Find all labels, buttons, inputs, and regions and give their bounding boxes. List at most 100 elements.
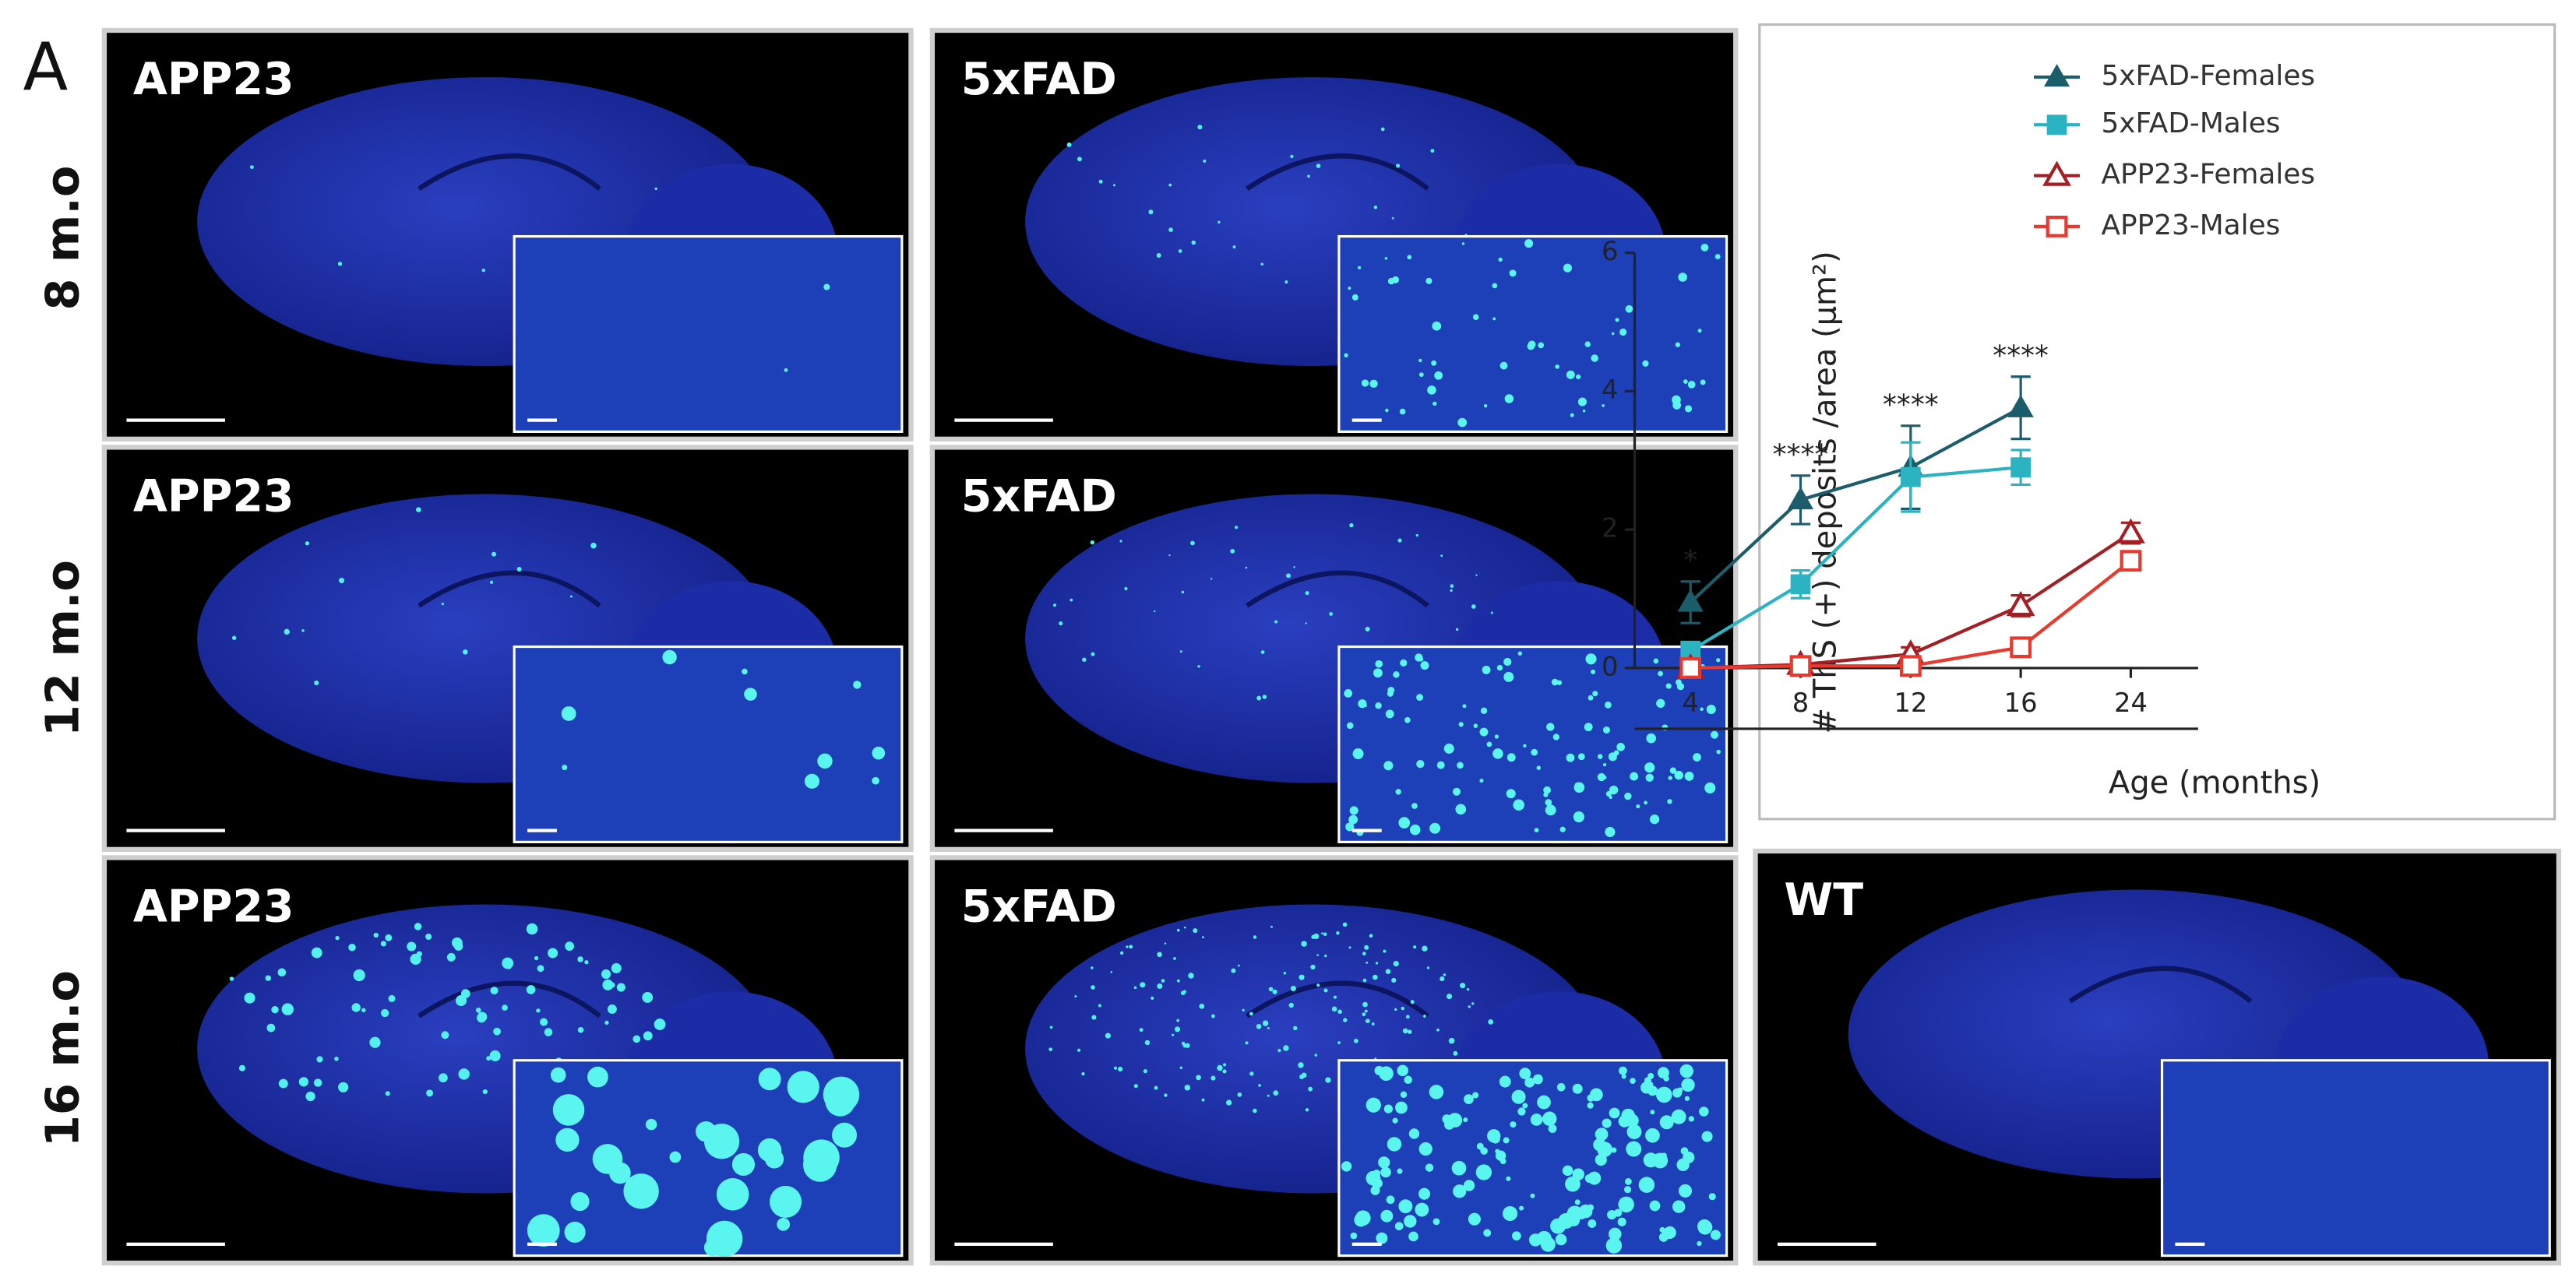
inset-plaque: [1479, 778, 1484, 783]
inset-plaque: [1387, 277, 1395, 285]
inset-plaque: [1623, 1186, 1632, 1194]
plaque: [1126, 945, 1129, 948]
inset-plaque: [1472, 1092, 1479, 1099]
inset-plaque: [1492, 283, 1498, 289]
plaque: [1413, 945, 1417, 949]
plaque: [1270, 925, 1273, 928]
plaque: [314, 680, 319, 686]
inset-plaque: [1348, 814, 1358, 825]
inset-plaque: [1350, 1232, 1358, 1240]
inset-plaque: [1346, 722, 1354, 730]
inset-plaque: [1416, 694, 1424, 702]
x-tick-label: 12: [1894, 688, 1927, 718]
plaque: [1272, 989, 1277, 994]
plaque: [1253, 935, 1257, 939]
plaque: [493, 1027, 501, 1036]
plaque: [1447, 994, 1453, 1000]
inset-plaque: [1585, 653, 1597, 665]
plaque: [1203, 159, 1207, 163]
plaque: [1133, 1084, 1138, 1089]
inset-plaque: [1400, 1091, 1408, 1099]
hippocampus: [418, 570, 601, 608]
inset-plaque: [1649, 1200, 1661, 1212]
inset-plaque: [1584, 341, 1591, 347]
plaque: [1267, 1027, 1270, 1029]
image-label: 5xFAD: [961, 470, 1117, 522]
inset-plaque: [1399, 408, 1406, 415]
marker: [2046, 215, 2068, 237]
plaque: [1098, 179, 1103, 184]
plaque: [1235, 526, 1239, 529]
plaque: [1333, 995, 1337, 999]
plaque: [477, 1012, 487, 1023]
inset-plaque: [552, 1094, 585, 1126]
plaque: [1090, 540, 1094, 545]
inset-plaque: [1619, 328, 1627, 336]
inset-plaque: [1404, 1075, 1412, 1085]
plaque: [1407, 1029, 1412, 1034]
inset-plaque: [1452, 787, 1461, 796]
inset-plaque: [1699, 1106, 1709, 1117]
inset-plaque: [1591, 669, 1596, 674]
inset-plaque: [1545, 799, 1552, 806]
plaque: [1391, 216, 1394, 220]
inset-plaque: [769, 1185, 802, 1218]
plaque: [316, 1056, 323, 1063]
inset-plaque: [787, 1071, 819, 1103]
plaque: [1156, 253, 1161, 259]
plaque: [416, 951, 422, 957]
plaque: [1074, 995, 1077, 998]
plaque: [238, 1064, 246, 1071]
inset-plaque: [1665, 683, 1672, 689]
plaque: [407, 941, 417, 952]
inset-plaque: [1378, 1156, 1390, 1169]
plaque: [1253, 1108, 1257, 1113]
inset-plaque: [1679, 1064, 1693, 1078]
plaque: [244, 992, 255, 1004]
marker: [1900, 466, 1921, 487]
plaque: [1172, 1033, 1175, 1036]
plaque: [271, 1006, 279, 1014]
plaque: [1185, 1043, 1190, 1048]
hippocampus: [1246, 153, 1429, 192]
inset-plaque: [1370, 1185, 1380, 1195]
plaque: [1049, 1025, 1053, 1029]
marker: [2010, 457, 2032, 478]
inset-plaque: [1688, 1116, 1694, 1122]
plaque: [1490, 611, 1493, 614]
inset-plaque: [1404, 1215, 1417, 1228]
inset: [2160, 1059, 2551, 1258]
inset-plaque: [1409, 824, 1421, 836]
inset-plaque: [1524, 1077, 1535, 1088]
hippocampus: [418, 980, 601, 1018]
plaque: [1091, 652, 1095, 656]
plaque: [1316, 164, 1321, 168]
plaque: [1179, 1066, 1183, 1070]
marker: [1679, 657, 1702, 679]
plaque: [1468, 1005, 1471, 1008]
plaque: [643, 1031, 653, 1041]
chart-frame: [1758, 23, 2557, 821]
inset-plaque: [1645, 773, 1654, 782]
inset-plaque: [1517, 651, 1523, 656]
plaque: [458, 1068, 470, 1080]
plaque: [1426, 966, 1430, 969]
plaque: [1385, 969, 1391, 974]
inset-plaque: [1605, 1237, 1623, 1254]
plaque: [537, 965, 544, 973]
significance: ****: [1993, 339, 2049, 371]
inset-plaque: [1672, 1088, 1683, 1098]
plaque: [526, 923, 538, 935]
significance: ****: [1883, 389, 1939, 421]
image-label: 5xFAD: [961, 54, 1117, 105]
inset-plaque: [1532, 1074, 1543, 1085]
inset-plaque: [1591, 354, 1598, 362]
inset-plaque: [1506, 789, 1516, 799]
inset-plaque: [1668, 776, 1672, 780]
inset-plaque: [1463, 1180, 1475, 1191]
inset-plaque: [1473, 723, 1478, 728]
inset-plaque: [1418, 372, 1424, 378]
inset-plaque: [1483, 1229, 1492, 1237]
plaque: [1293, 566, 1295, 568]
inset-plaque: [1555, 364, 1559, 369]
